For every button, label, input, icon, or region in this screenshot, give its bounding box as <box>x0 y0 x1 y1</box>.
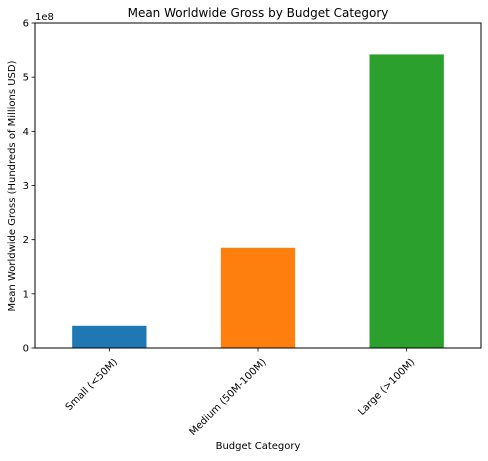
plot-frame <box>34 22 482 349</box>
x-tick-label: Large (>100M) <box>356 357 417 418</box>
x-tick-label: Medium (50M-100M) <box>188 357 269 438</box>
y-axis-offset-label: 1e8 <box>35 12 54 23</box>
y-tick-label: 6 <box>23 19 29 30</box>
y-tick-label: 3 <box>23 181 29 192</box>
bar <box>369 54 444 349</box>
y-axis-ticks: 0 1 2 3 4 5 6 <box>23 19 35 355</box>
x-axis-ticks: Small (<50M) Medium (50M-100M) Large (>100… <box>64 348 417 438</box>
y-tick-label: 5 <box>23 73 29 84</box>
y-tick-label: 1 <box>23 289 29 300</box>
x-axis-label: Budget Category <box>216 441 301 452</box>
bar <box>72 325 147 348</box>
y-tick-label: 2 <box>23 235 29 246</box>
y-axis-label: Mean Worldwide Gross (Hundreds of Millio… <box>7 60 18 311</box>
bar <box>220 247 296 348</box>
x-tick-label: Small (<50M) <box>64 357 120 413</box>
bars-group <box>72 54 444 349</box>
chart-title: Mean Worldwide Gross by Budget Category <box>128 6 389 20</box>
y-tick-label: 4 <box>23 127 29 138</box>
y-tick-label: 0 <box>23 344 29 355</box>
